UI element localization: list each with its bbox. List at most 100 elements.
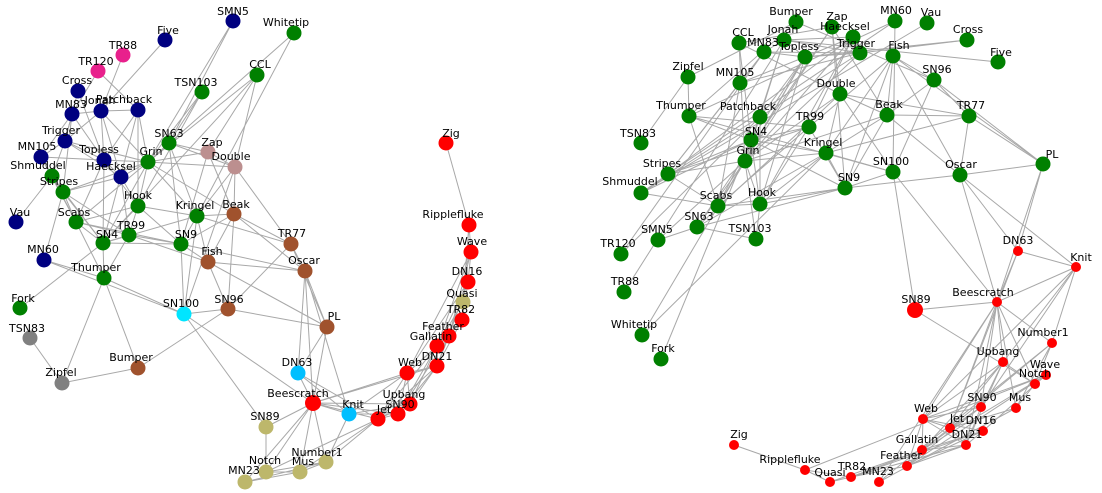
node-label-topless: Topless bbox=[778, 40, 819, 53]
edge-beak-oscar bbox=[886, 114, 961, 176]
node-label-tr120: TR120 bbox=[77, 55, 113, 68]
node-upbang bbox=[402, 396, 418, 412]
node-trigger bbox=[852, 45, 868, 61]
node-label-mn105: MN105 bbox=[716, 66, 755, 79]
node-label-beak: Beak bbox=[875, 98, 903, 111]
right-nodes bbox=[613, 13, 1081, 487]
node-zig bbox=[438, 135, 454, 151]
edge-hook-scabs bbox=[75, 205, 139, 223]
node-scabs bbox=[68, 214, 84, 230]
node-topless bbox=[797, 49, 813, 65]
node-sn96 bbox=[926, 72, 942, 88]
edge-wave-gallatin bbox=[436, 251, 472, 347]
edge-dn21-web bbox=[922, 418, 967, 446]
node-label-upbang: Upbang bbox=[383, 388, 426, 401]
edge-mn83-stripes bbox=[62, 113, 73, 193]
edge-beescratch-mus bbox=[299, 402, 314, 473]
edge-sn63-sn9 bbox=[696, 187, 846, 228]
left-labels: SMN5 Whitetip Five TR88 TR120 CCL Cross TSN103 P… bbox=[8, 5, 487, 477]
node-label-sn96: SN96 bbox=[922, 63, 951, 76]
edge-double-sn100 bbox=[839, 93, 894, 173]
node-label-grin: Grin bbox=[139, 145, 162, 158]
node-tsn103 bbox=[194, 84, 210, 100]
edge-grin-double bbox=[147, 161, 236, 168]
node-label-quasi: Quasi bbox=[446, 287, 477, 300]
node-label-kringel: Kringel bbox=[176, 199, 215, 212]
edge-hook-sn4 bbox=[102, 205, 139, 244]
edge-beescratch-mn23 bbox=[244, 402, 314, 483]
node-label-sn100: SN100 bbox=[873, 155, 909, 168]
edge-sn100-kringel bbox=[825, 152, 894, 173]
edge-feather-sn90 bbox=[906, 406, 982, 467]
node-label-sn63: SN63 bbox=[684, 210, 713, 223]
node-label-number1: Number1 bbox=[1017, 326, 1068, 339]
node-sn4 bbox=[743, 132, 759, 148]
edge-dn63-knit bbox=[297, 372, 350, 415]
edge-feather-web bbox=[906, 418, 924, 467]
edge-jonah-grin bbox=[100, 110, 149, 163]
edge-mn83-topless bbox=[71, 113, 105, 161]
edge-tr120-patchback bbox=[97, 70, 139, 111]
node-haecksel bbox=[845, 29, 861, 45]
node-cross bbox=[959, 32, 975, 48]
node-fork bbox=[653, 351, 669, 367]
edge-sn100-sn89 bbox=[892, 171, 916, 311]
edge-whitetip-kringel bbox=[196, 32, 295, 217]
edge-haecksel-tr99 bbox=[808, 36, 854, 128]
edge-tr88-jonah bbox=[623, 39, 785, 293]
edge-grin-scabs bbox=[717, 160, 746, 207]
edge-shmuddel-sn4 bbox=[640, 139, 752, 194]
node-feather bbox=[902, 461, 912, 471]
edge-thumper-mn60 bbox=[43, 259, 105, 279]
edge-sn9-sn100 bbox=[844, 171, 894, 189]
node-label-knit: Knit bbox=[342, 398, 364, 411]
node-zipfel bbox=[680, 69, 696, 85]
edge-sn4-kringel bbox=[102, 215, 198, 244]
edge-oscar-knit bbox=[959, 174, 1077, 268]
node-stripes bbox=[660, 166, 676, 182]
edge-zap-sn9 bbox=[831, 26, 846, 189]
node-patchback bbox=[130, 102, 146, 118]
node-label-number1: Number1 bbox=[291, 446, 342, 459]
node-tr88 bbox=[616, 284, 632, 300]
node-web bbox=[399, 365, 415, 381]
edge-ccl-double bbox=[738, 42, 841, 95]
node-label-zig: Zig bbox=[442, 127, 460, 140]
node-shmuddel bbox=[44, 168, 60, 184]
node-tsn103 bbox=[748, 231, 764, 247]
node-label-dn16: DN16 bbox=[452, 265, 483, 278]
node-label-stripes: Stripes bbox=[643, 157, 682, 170]
edge-knit-sn90 bbox=[980, 266, 1077, 408]
edge-tr99-sn9 bbox=[128, 234, 182, 245]
node-label-tsn83: TSN83 bbox=[619, 127, 656, 140]
node-ripplefluke bbox=[800, 465, 810, 475]
node-label-cross: Cross bbox=[62, 74, 92, 87]
node-tr77 bbox=[961, 108, 977, 124]
edge-gallatin-web bbox=[921, 418, 924, 451]
edge-grin-hook bbox=[744, 160, 761, 205]
node-knit bbox=[1071, 262, 1081, 272]
node-kringel bbox=[189, 208, 205, 224]
node-sn90 bbox=[390, 406, 406, 422]
node-ccl bbox=[731, 35, 747, 51]
node-cross bbox=[70, 83, 86, 99]
node-tr99 bbox=[801, 119, 817, 135]
node-label-patchback: Patchback bbox=[96, 93, 153, 106]
edge-thumper-mn60 bbox=[688, 20, 896, 117]
edge-scabs-tr99 bbox=[717, 126, 810, 207]
edge-oscar-pl bbox=[959, 163, 1044, 176]
edge-knit-upbang bbox=[1002, 266, 1077, 363]
edge-dn21-upbang bbox=[409, 365, 438, 405]
edge-stripes-mn60 bbox=[43, 191, 64, 261]
left-edges bbox=[15, 20, 472, 483]
node-label-wave: Wave bbox=[1030, 358, 1060, 371]
edge-sn63-sn9 bbox=[168, 142, 182, 245]
node-quasi bbox=[455, 294, 471, 310]
node-label-scabs: Scabs bbox=[58, 206, 91, 219]
node-scabs bbox=[710, 198, 726, 214]
edge-mus-jet bbox=[299, 418, 379, 473]
node-tr120 bbox=[613, 246, 629, 262]
node-label-tr88: TR88 bbox=[108, 39, 137, 52]
node-label-sn9: SN9 bbox=[175, 228, 197, 241]
